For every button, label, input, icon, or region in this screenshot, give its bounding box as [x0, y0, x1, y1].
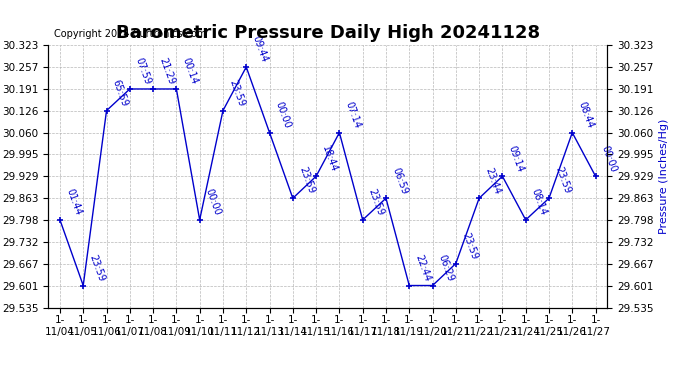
Text: 08:14: 08:14 [530, 188, 549, 217]
Text: 23:59: 23:59 [88, 253, 106, 283]
Text: 23:59: 23:59 [297, 166, 316, 195]
Text: 23:44: 23:44 [483, 166, 502, 195]
Y-axis label: Pressure (Inches/Hg): Pressure (Inches/Hg) [659, 118, 669, 234]
Text: 23:59: 23:59 [227, 78, 246, 108]
Text: 21:29: 21:29 [157, 57, 176, 86]
Text: 09:14: 09:14 [506, 144, 526, 174]
Text: 08:44: 08:44 [576, 100, 595, 130]
Text: 07:14: 07:14 [344, 100, 362, 130]
Text: 06:29: 06:29 [437, 253, 455, 283]
Text: 23:59: 23:59 [553, 166, 572, 195]
Text: 09:44: 09:44 [250, 35, 269, 64]
Text: 00:00: 00:00 [600, 144, 619, 174]
Title: Barometric Pressure Daily High 20241128: Barometric Pressure Daily High 20241128 [116, 24, 540, 42]
Text: 22:44: 22:44 [413, 253, 433, 283]
Text: 07:59: 07:59 [134, 57, 153, 86]
Text: Copyright 2024 Curtronics.com: Copyright 2024 Curtronics.com [54, 29, 206, 39]
Text: 18:44: 18:44 [320, 144, 339, 174]
Text: 00:00: 00:00 [204, 188, 223, 217]
Text: 65:59: 65:59 [110, 78, 130, 108]
Text: 00:14: 00:14 [181, 57, 199, 86]
Text: 23:59: 23:59 [460, 231, 479, 261]
Text: 06:59: 06:59 [390, 166, 409, 195]
Text: 23:59: 23:59 [367, 188, 386, 217]
Text: 01:44: 01:44 [64, 188, 83, 217]
Text: 00:00: 00:00 [274, 100, 293, 130]
